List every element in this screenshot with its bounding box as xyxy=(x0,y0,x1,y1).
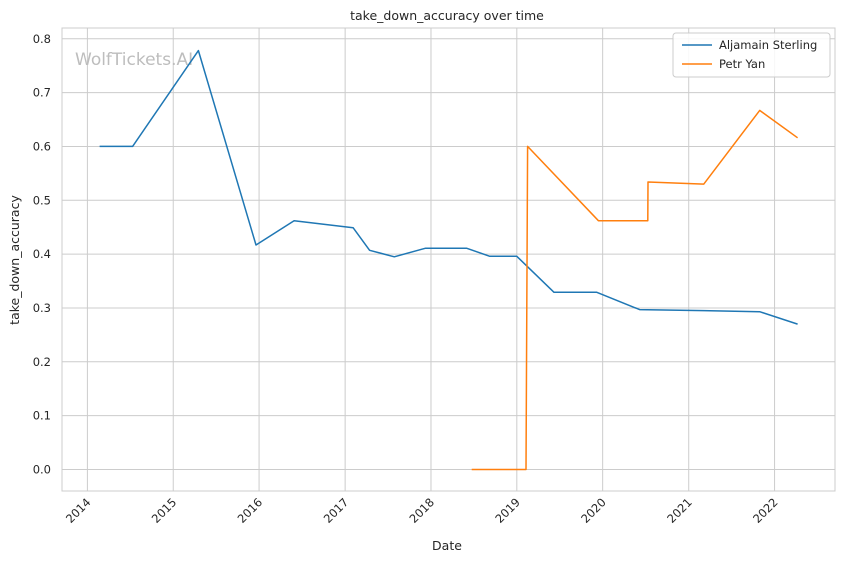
plot-frame xyxy=(61,27,836,492)
legend: Aljamain Sterling Petr Yan xyxy=(672,32,831,78)
y-tick-label: 0.8 xyxy=(33,32,51,46)
y-tick-label: 0.5 xyxy=(33,193,51,207)
legend-label-aljamain-sterling: Aljamain Sterling xyxy=(719,38,817,52)
y-tick-label: 0.1 xyxy=(33,409,51,423)
y-tick-label: 0.3 xyxy=(33,301,51,315)
y-tick-label: 0.7 xyxy=(33,86,51,100)
y-axis-label: take_down_accuracy xyxy=(7,195,22,325)
legend-label-petr-yan: Petr Yan xyxy=(719,57,765,71)
chart-title: take_down_accuracy over time xyxy=(350,8,544,23)
series-line-aljamain-sterling xyxy=(99,49,798,325)
series-lines xyxy=(99,49,799,471)
grid-lines xyxy=(62,28,835,491)
watermark: WolfTickets.AI xyxy=(75,50,193,70)
series-line-petr-yan xyxy=(471,109,799,471)
y-tick-label: 0.0 xyxy=(33,462,51,476)
legend-box xyxy=(672,32,831,78)
y-tick-label: 0.6 xyxy=(33,139,51,153)
y-tick-labels: 0.0 0.1 0.2 0.3 0.4 0.5 0.6 0.7 0.8 xyxy=(33,32,51,477)
x-axis-label: Date xyxy=(432,538,462,553)
y-tick-label: 0.4 xyxy=(33,247,51,261)
y-tick-label: 0.2 xyxy=(33,355,51,369)
